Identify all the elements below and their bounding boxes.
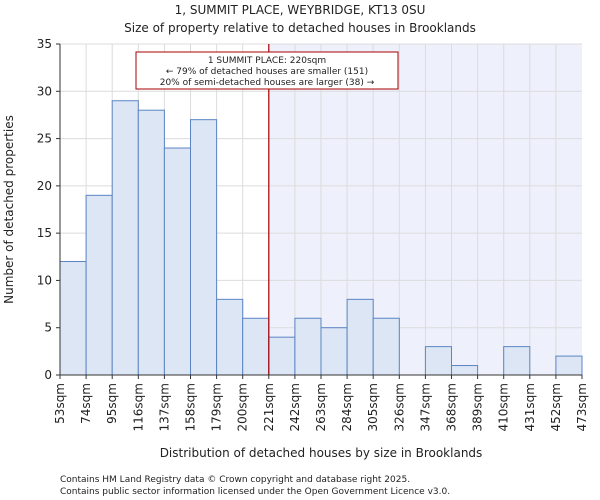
bar-53sqm bbox=[59, 261, 87, 376]
x-tick-label: 242sqm bbox=[288, 383, 302, 431]
y-tick-label: 30 bbox=[37, 84, 52, 98]
bar-368sqm bbox=[451, 365, 479, 376]
y-tick-labels: 0 5 10 15 20 25 30 35 bbox=[37, 37, 60, 382]
chart-subtitle: Size of property relative to detached ho… bbox=[124, 21, 476, 35]
bar-74sqm bbox=[85, 194, 113, 376]
x-tick-label: 305sqm bbox=[366, 383, 380, 431]
y-tick-label: 25 bbox=[37, 132, 52, 146]
x-tick-label: 347sqm bbox=[418, 383, 432, 431]
y-tick-label: 20 bbox=[37, 179, 52, 193]
x-tick-label: 368sqm bbox=[445, 383, 459, 431]
bar-452sqm bbox=[555, 355, 583, 376]
x-tick-labels: 53sqm 74sqm 95sqm 116sqm 137sqm 158sqm 179sqm 2… bbox=[53, 375, 589, 431]
bar-347sqm bbox=[424, 346, 452, 376]
annotation-line-3: 20% of semi-detached houses are larger (… bbox=[160, 78, 375, 88]
x-tick-label: 74sqm bbox=[79, 383, 93, 424]
x-tick-label: 95sqm bbox=[105, 383, 119, 424]
bar-179sqm bbox=[216, 298, 244, 376]
footer-line-2: Contains public sector information licen… bbox=[60, 487, 450, 497]
bar-158sqm bbox=[190, 119, 218, 376]
x-tick-label: 53sqm bbox=[53, 383, 67, 424]
x-tick-label: 452sqm bbox=[549, 383, 563, 431]
chart-title: 1, SUMMIT PLACE, WEYBRIDGE, KT13 0SU bbox=[175, 3, 426, 17]
bar-116sqm bbox=[137, 109, 165, 376]
x-tick-label: 200sqm bbox=[236, 383, 250, 431]
bar-221sqm bbox=[268, 336, 296, 376]
x-tick-label: 137sqm bbox=[157, 383, 171, 431]
y-tick-label: 10 bbox=[37, 273, 52, 287]
bar-284sqm bbox=[346, 298, 374, 376]
x-tick-label: 473sqm bbox=[575, 383, 589, 431]
annotation-line-1: 1 SUMMIT PLACE: 220sqm bbox=[208, 56, 326, 66]
y-tick-label: 35 bbox=[37, 37, 52, 51]
x-tick-label: 158sqm bbox=[184, 383, 198, 431]
bar-200sqm bbox=[242, 317, 270, 376]
x-axis-label: Distribution of detached houses by size … bbox=[160, 446, 483, 460]
bar-242sqm bbox=[294, 317, 322, 376]
y-tick-label: 5 bbox=[44, 321, 52, 335]
x-tick-label: 389sqm bbox=[471, 383, 485, 431]
x-tick-label: 284sqm bbox=[340, 383, 354, 431]
x-tick-label: 431sqm bbox=[523, 383, 537, 431]
x-tick-label: 410sqm bbox=[497, 383, 511, 431]
bar-137sqm bbox=[163, 147, 191, 376]
y-tick-label: 15 bbox=[37, 226, 52, 240]
annotation-box: 1 SUMMIT PLACE: 220sqm ← 79% of detached… bbox=[135, 51, 399, 90]
footer-line-1: Contains HM Land Registry data © Crown c… bbox=[60, 475, 410, 485]
bar-263sqm bbox=[320, 327, 348, 376]
bar-305sqm bbox=[372, 317, 400, 376]
bar-95sqm bbox=[111, 100, 139, 376]
y-axis-label: Number of detached properties bbox=[2, 115, 16, 304]
x-tick-label: 179sqm bbox=[210, 383, 224, 431]
y-tick-label: 0 bbox=[44, 368, 52, 382]
bar-410sqm bbox=[503, 346, 531, 376]
annotation-line-2: ← 79% of detached houses are smaller (15… bbox=[166, 67, 368, 77]
x-tick-label: 221sqm bbox=[262, 383, 276, 431]
bars bbox=[59, 100, 583, 376]
x-tick-label: 326sqm bbox=[392, 383, 406, 431]
x-tick-label: 116sqm bbox=[131, 383, 145, 431]
x-tick-label: 263sqm bbox=[314, 383, 328, 431]
